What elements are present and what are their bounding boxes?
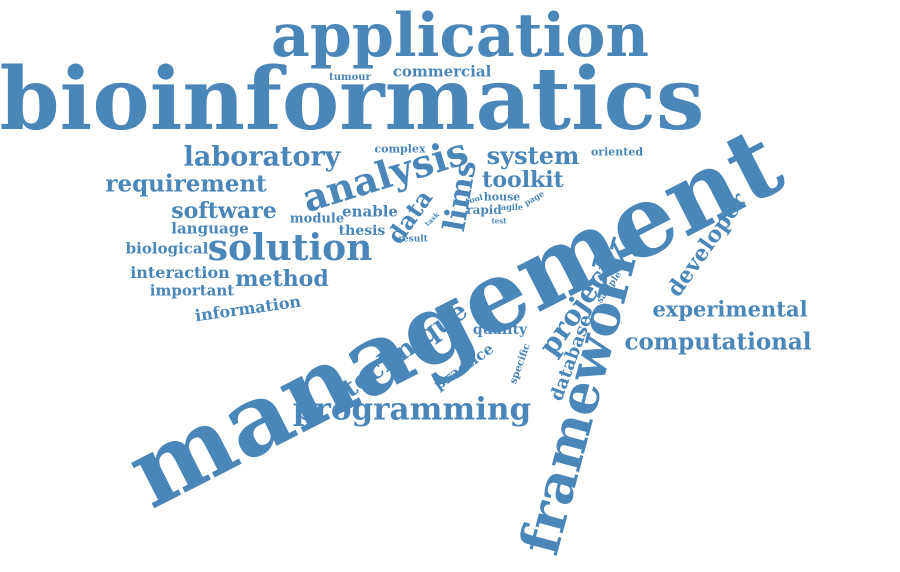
word-solution: solution [207,227,373,269]
word-system: system [486,141,580,170]
word-complex: complex [374,142,426,156]
word-programming: programming [292,391,532,428]
word-toolkit: toolkit [482,167,564,193]
word-interaction: interaction [130,263,230,282]
word-method: method [235,266,329,292]
word-language: language [171,219,249,238]
word-experimental: experimental [652,296,808,322]
word-result: result [398,234,428,245]
word-quality: quality [472,322,528,338]
word-thesis: thesis [338,223,386,239]
word-important: important [149,281,235,300]
word-rapid: rapid [466,203,502,217]
word-bioinformatics: bioinformatics [0,49,705,150]
word-requirement: requirement [105,170,267,198]
word-module: module [289,211,345,227]
word-computational: computational [624,328,812,356]
word-enable: enable [342,202,398,221]
word-biological: biological [125,239,209,258]
word-oriented: oriented [590,145,644,159]
word-agile: agile [501,202,523,212]
word-software: software [171,198,277,224]
word-house: house [483,190,521,204]
word-tumour: tumour [329,72,371,83]
word-laboratory: laboratory [183,141,341,173]
word-commercial: commercial [392,62,492,81]
word-application: application [271,1,649,71]
word-test: test [491,216,507,226]
